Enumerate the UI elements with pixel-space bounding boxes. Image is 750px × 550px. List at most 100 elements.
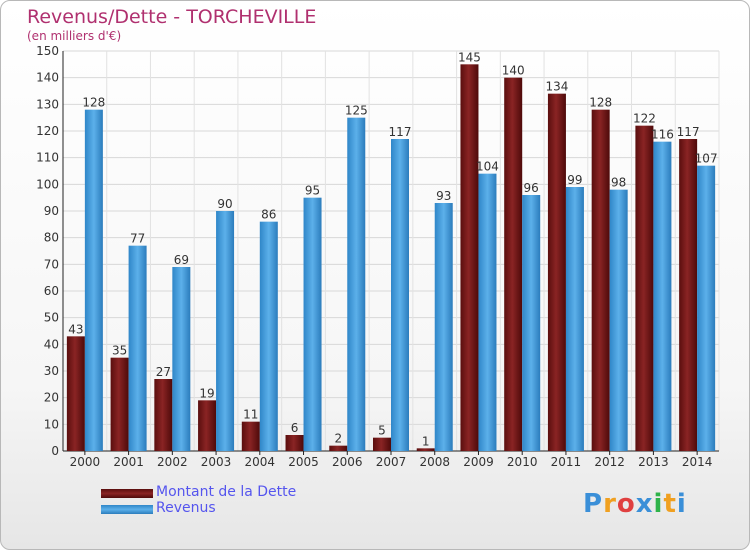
logo-letter: x bbox=[635, 489, 654, 519]
bar-revenue bbox=[303, 197, 322, 451]
y-tick-label: 80 bbox=[44, 231, 59, 245]
y-tick-label: 10 bbox=[44, 417, 59, 431]
chart-subtitle: (en milliers d'€) bbox=[27, 29, 122, 43]
logo-letter: t bbox=[663, 489, 677, 519]
bar-debt bbox=[285, 435, 304, 451]
x-tick-label: 2000 bbox=[70, 455, 101, 469]
logo-letter: r bbox=[603, 489, 617, 519]
x-tick-label: 2009 bbox=[463, 455, 494, 469]
data-label-revenue: 90 bbox=[217, 197, 232, 211]
y-tick-label: 90 bbox=[44, 204, 59, 218]
bar-revenue bbox=[565, 187, 584, 451]
bar-revenue bbox=[259, 221, 278, 451]
bar-debt bbox=[679, 139, 698, 451]
data-label-revenue: 93 bbox=[436, 189, 451, 203]
y-tick-label: 130 bbox=[36, 97, 59, 111]
bar-revenue bbox=[128, 245, 147, 451]
bar-debt bbox=[373, 437, 391, 451]
logo-letter: i bbox=[676, 489, 687, 519]
bar-revenue bbox=[697, 165, 716, 451]
bar-revenue bbox=[653, 141, 672, 451]
data-label-revenue: 116 bbox=[651, 128, 674, 142]
x-tick-label: 2007 bbox=[376, 455, 407, 469]
bar-revenue bbox=[216, 211, 235, 451]
y-tick-label: 0 bbox=[51, 444, 59, 458]
y-tick-label: 20 bbox=[44, 391, 59, 405]
data-label-debt: 11 bbox=[243, 408, 258, 422]
data-label-debt: 128 bbox=[589, 96, 612, 110]
y-tick-label: 60 bbox=[44, 284, 59, 298]
data-label-debt: 134 bbox=[545, 80, 568, 94]
data-label-debt: 140 bbox=[502, 64, 525, 78]
legend-swatch-revenue bbox=[101, 505, 153, 514]
bar-revenue bbox=[609, 189, 628, 451]
y-tick-label: 40 bbox=[44, 337, 59, 351]
y-tick-label: 100 bbox=[36, 177, 59, 191]
bar-debt bbox=[591, 109, 610, 452]
bar-debt bbox=[635, 125, 654, 452]
data-label-debt: 145 bbox=[458, 50, 481, 64]
bar-revenue bbox=[434, 203, 453, 451]
bar-debt bbox=[416, 448, 435, 451]
data-label-debt: 117 bbox=[677, 125, 700, 139]
bar-revenue bbox=[478, 173, 497, 451]
x-tick-label: 2006 bbox=[332, 455, 363, 469]
data-label-debt: 6 bbox=[291, 421, 299, 435]
data-label-debt: 5 bbox=[378, 424, 386, 438]
bar-debt bbox=[241, 421, 260, 451]
x-tick-label: 2002 bbox=[157, 455, 188, 469]
data-label-debt: 122 bbox=[633, 112, 656, 126]
y-tick-label: 50 bbox=[44, 311, 59, 325]
legend-label-debt: Montant de la Dette bbox=[156, 484, 297, 500]
x-tick-label: 2005 bbox=[288, 455, 319, 469]
bar-debt bbox=[154, 379, 173, 451]
legend-swatch-debt bbox=[101, 489, 153, 498]
data-label-debt: 2 bbox=[334, 432, 342, 446]
data-label-revenue: 95 bbox=[305, 184, 320, 198]
y-tick-label: 110 bbox=[36, 151, 59, 165]
data-label-revenue: 117 bbox=[389, 125, 412, 139]
bar-revenue bbox=[172, 267, 191, 451]
data-label-revenue: 99 bbox=[567, 173, 582, 187]
data-label-revenue: 77 bbox=[130, 232, 145, 246]
y-tick-label: 30 bbox=[44, 364, 59, 378]
data-label-revenue: 125 bbox=[345, 104, 368, 118]
x-tick-label: 2004 bbox=[245, 455, 276, 469]
bar-debt bbox=[110, 357, 129, 451]
data-label-debt: 35 bbox=[112, 344, 127, 358]
y-tick-label: 140 bbox=[36, 71, 59, 85]
data-label-revenue: 98 bbox=[611, 176, 626, 190]
bar-debt bbox=[198, 400, 217, 451]
x-tick-label: 2013 bbox=[638, 455, 669, 469]
x-tick-label: 2008 bbox=[419, 455, 450, 469]
bar-debt bbox=[329, 445, 348, 451]
legend-label-revenue: Revenus bbox=[156, 500, 216, 516]
bar-revenue bbox=[522, 195, 541, 451]
data-label-debt: 19 bbox=[199, 386, 214, 400]
bar-debt bbox=[547, 93, 566, 452]
data-label-debt: 1 bbox=[422, 434, 430, 448]
x-tick-label: 2014 bbox=[682, 455, 713, 469]
y-tick-label: 150 bbox=[36, 44, 59, 58]
x-tick-label: 2003 bbox=[201, 455, 232, 469]
bar-debt bbox=[460, 64, 479, 452]
data-label-debt: 27 bbox=[156, 365, 171, 379]
bar-debt bbox=[504, 77, 523, 452]
data-label-revenue: 96 bbox=[524, 181, 539, 195]
data-label-revenue: 128 bbox=[82, 96, 105, 110]
data-label-revenue: 104 bbox=[476, 160, 499, 174]
logo-letter: i bbox=[653, 489, 664, 519]
chart-title: Revenus/Dette - TORCHEVILLE bbox=[27, 6, 317, 28]
logo-letter: P bbox=[583, 489, 604, 519]
data-label-revenue: 69 bbox=[174, 253, 189, 267]
y-tick-label: 70 bbox=[44, 257, 59, 271]
x-tick-label: 2012 bbox=[594, 455, 625, 469]
x-tick-label: 2001 bbox=[113, 455, 144, 469]
x-tick-label: 2011 bbox=[551, 455, 582, 469]
bar-revenue bbox=[391, 139, 409, 451]
bar-revenue bbox=[84, 109, 103, 452]
data-label-revenue: 86 bbox=[261, 208, 276, 222]
bar-debt bbox=[66, 336, 85, 451]
